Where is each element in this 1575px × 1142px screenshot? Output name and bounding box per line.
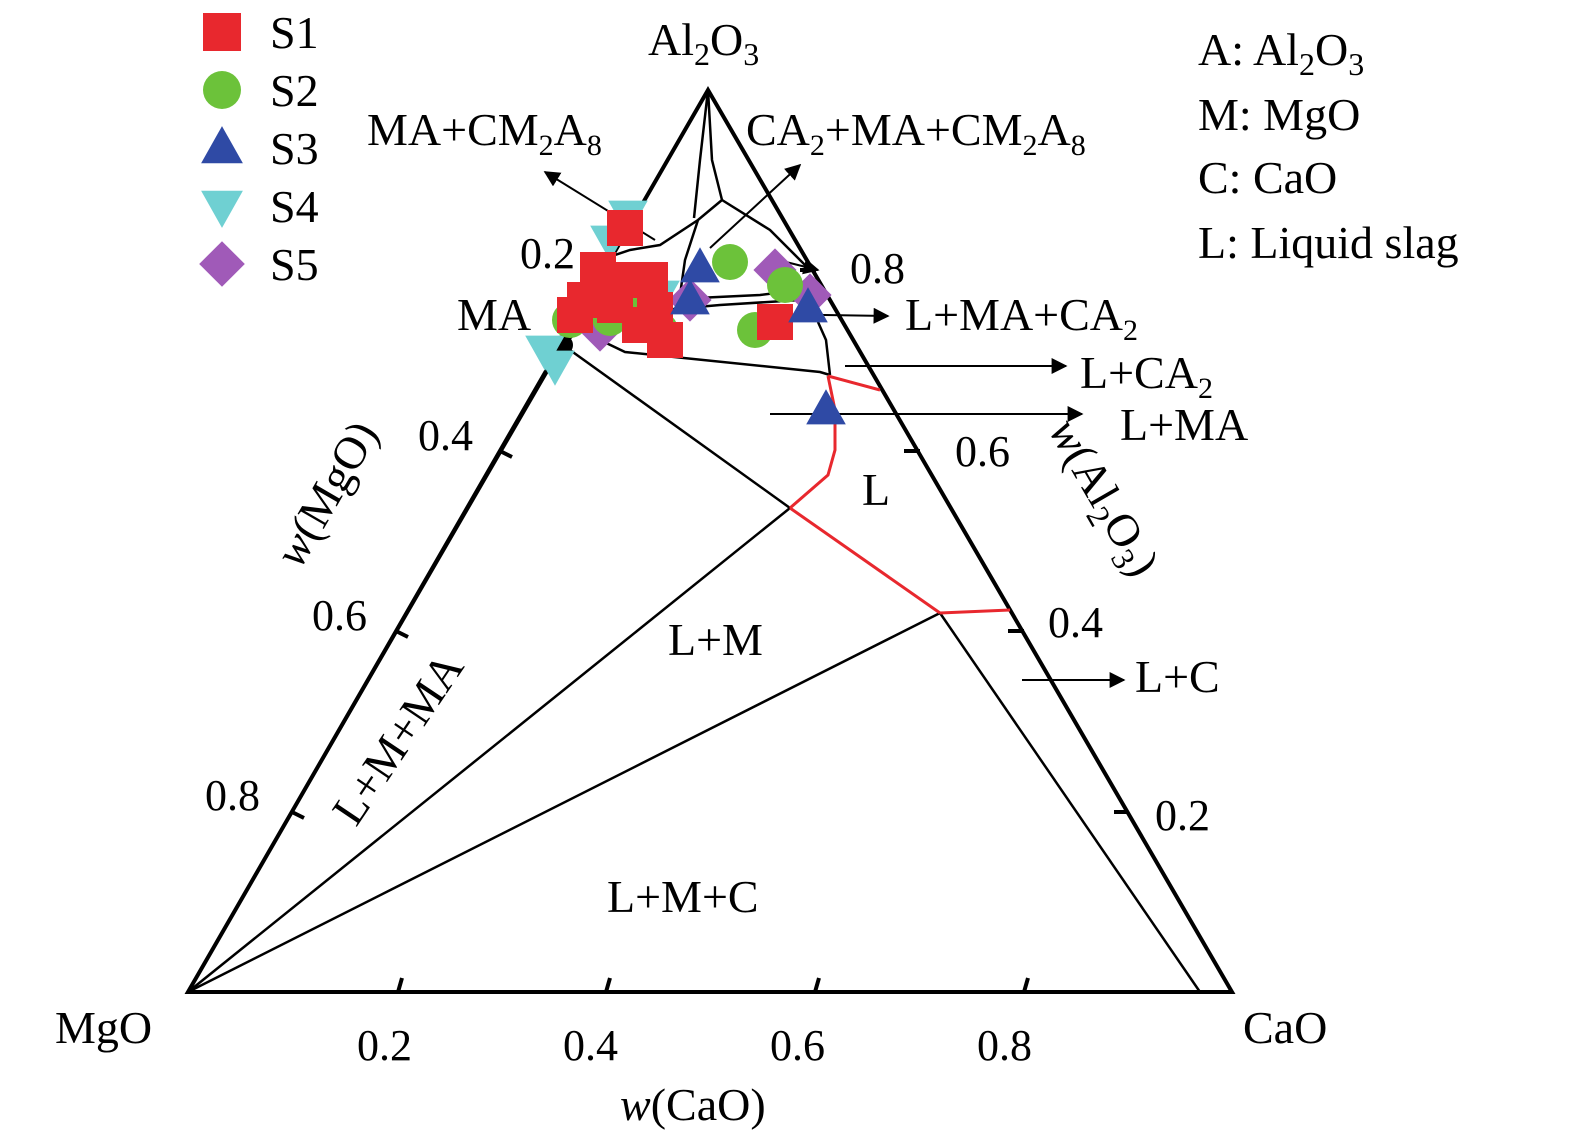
tick-labels: 0.2 0.4 0.6 0.8 0.2 0.4 0.6 0.8 0.8 0.6 … (205, 229, 1210, 1070)
sample-marker-s3 (806, 389, 846, 425)
region-l-m-ma: L+M+MA (322, 643, 473, 833)
vertex-right-label: CaO (1243, 1002, 1327, 1053)
legend-label-s3: S3 (270, 123, 319, 174)
region-l-m: L+M (668, 614, 763, 665)
sample-marker-s2 (767, 267, 803, 303)
key-l: L: Liquid slag (1198, 217, 1459, 268)
legend-marker-s3 (201, 126, 243, 164)
sample-marker-s3 (670, 279, 710, 315)
legend-marker-s5 (199, 241, 245, 287)
region-labels: MA+CM2A8 CA2+MA+CM2A8 L+MA+CA2 L+CA2 L+M… (322, 104, 1248, 922)
sample-marker-s3 (680, 247, 720, 283)
tick-bottom-4: 0.8 (977, 1021, 1032, 1070)
tie-line-mgo-l2 (187, 611, 941, 994)
tick-left-4: 0.8 (205, 771, 260, 820)
tick-right-1: 0.8 (850, 244, 905, 293)
boundary-cm2a8-b (692, 89, 710, 219)
legend: S1 S2 S3 S4 S5 (199, 7, 319, 290)
tick-right-3: 0.4 (1048, 598, 1103, 647)
region-ma: MA (457, 289, 531, 340)
axis-title-cao: w(CaO) (620, 1079, 766, 1130)
tick-right-4: 0.2 (1155, 791, 1210, 840)
key-m: M: MgO (1198, 89, 1360, 140)
legend-marker-s4 (201, 190, 243, 228)
abbreviation-key: A: Al2O3 M: MgO C: CaO L: Liquid slag (1198, 24, 1459, 268)
sample-marker-s1 (647, 322, 683, 358)
liquidus-lines (789, 374, 1011, 615)
key-c: C: CaO (1198, 152, 1337, 203)
tick-left-1: 0.2 (520, 229, 575, 278)
region-l-c: L+C (1135, 651, 1220, 702)
legend-label-s4: S4 (270, 181, 319, 232)
arrow-ca2-ma-cm2a8 (709, 163, 802, 249)
tie-line-mgo-l1 (187, 507, 791, 993)
liquidus-d (939, 608, 1011, 615)
boundary-cm2a8-c (721, 198, 811, 271)
tick-left-2: 0.4 (418, 411, 473, 460)
region-l-ca2: L+CA2 (1080, 347, 1213, 405)
sample-markers (525, 200, 846, 425)
sample-marker-s2 (712, 244, 748, 280)
legend-marker-s2 (203, 71, 241, 109)
sample-marker-s1 (597, 287, 633, 323)
boundary-ma-lower (599, 338, 831, 377)
vertex-left-label: MgO (55, 1002, 152, 1053)
tick-bottom-3: 0.6 (770, 1021, 825, 1070)
sample-marker-s4 (535, 350, 575, 386)
tie-line-ma-l (562, 343, 791, 510)
sample-marker-s3 (788, 287, 828, 323)
boundary-ca2 (816, 321, 832, 376)
region-ca2-ma-cm2a8: CA2+MA+CM2A8 (746, 104, 1086, 162)
legend-label-s1: S1 (270, 7, 319, 58)
region-l-m-c: L+M+C (607, 871, 759, 922)
region-ma-cm2a8: MA+CM2A8 (367, 104, 602, 162)
tie-line-c-boundary (938, 612, 1202, 993)
liquidus-a (827, 374, 881, 392)
sample-marker-s1 (607, 210, 643, 246)
tick-bottom-2: 0.4 (563, 1021, 618, 1070)
legend-marker-s1 (203, 13, 241, 51)
sample-marker-s1 (757, 304, 793, 340)
region-l-ma: L+MA (1120, 399, 1248, 450)
region-l-ma-ca2: L+MA+CA2 (905, 289, 1138, 347)
vertex-top-label: Al2O3 (648, 14, 759, 72)
region-l: L (862, 464, 890, 515)
boundary-cm2a8-d (678, 219, 700, 296)
legend-label-s5: S5 (270, 239, 319, 290)
ternary-frame (184, 86, 1236, 994)
tick-left-3: 0.6 (312, 591, 367, 640)
axis-title-mgo: w(MgO) (264, 412, 387, 575)
tick-bottom-1: 0.2 (357, 1021, 412, 1070)
phase-boundaries (186, 89, 1202, 994)
sample-marker-s1 (557, 297, 593, 333)
liquidus-c (789, 506, 941, 615)
key-a: A: Al2O3 (1198, 24, 1364, 82)
legend-label-s2: S2 (270, 65, 319, 116)
liquidus-b (789, 375, 837, 510)
tick-right-2: 0.6 (955, 427, 1010, 476)
